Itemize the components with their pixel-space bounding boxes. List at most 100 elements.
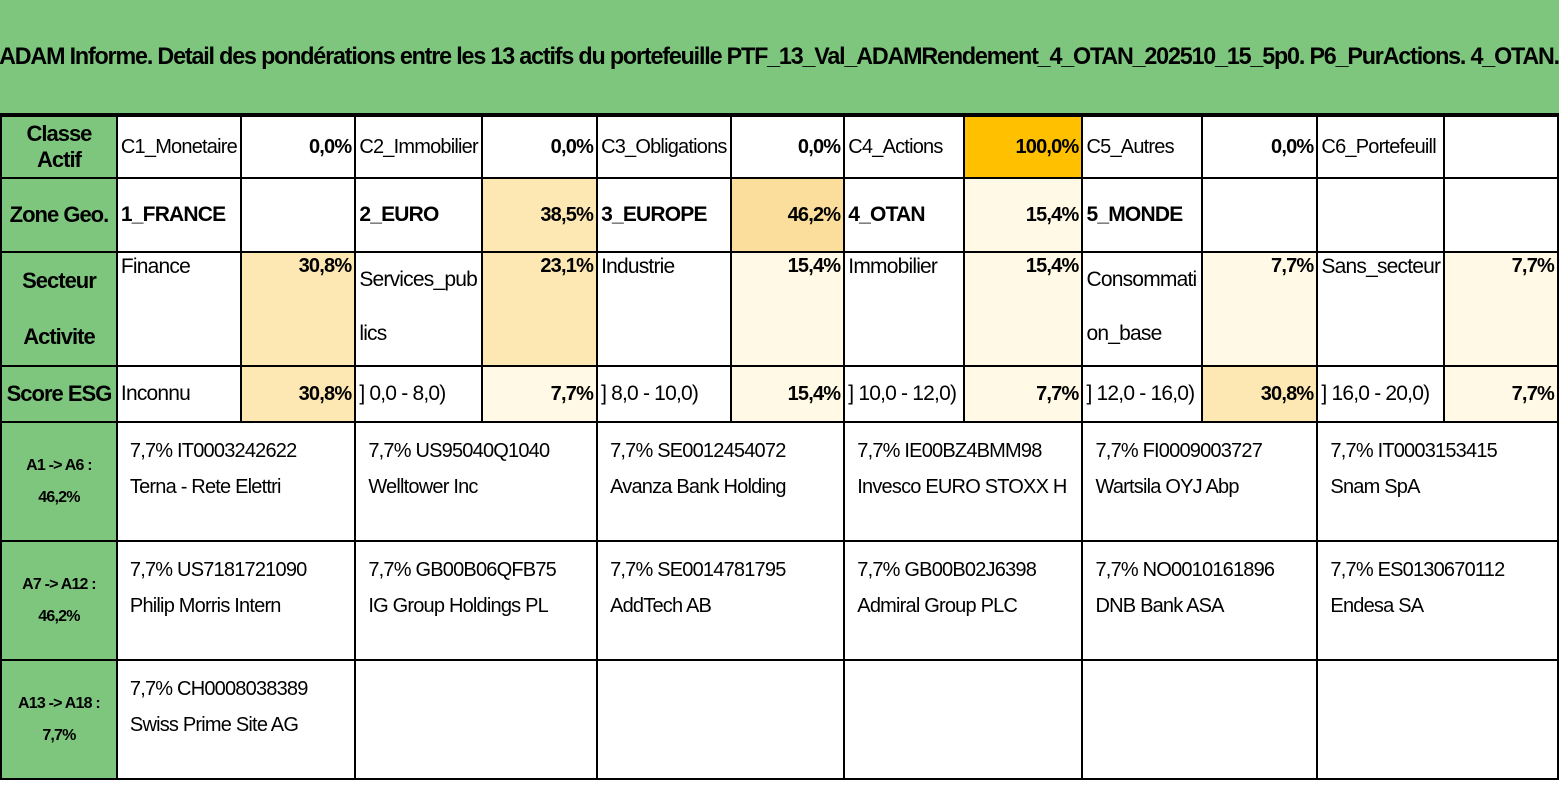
asset-cell: 7,7% NO0010161896 DNB Bank ASA [1081, 540, 1319, 661]
score-esg-row: Score ESG Inconnu 30,8% ] 0,0 - 8,0) 7,7… [0, 365, 1559, 423]
esg-value: 7,7% [962, 365, 1084, 423]
asset-cell: 7,7% GB00B06QFB75 IG Group Holdings PL [354, 540, 599, 661]
secteur-label: Industrie [596, 251, 732, 367]
asset-weight-isin: 7,7% FI0009003727 [1095, 440, 1263, 462]
secteur-value: 7,7% [1201, 251, 1319, 367]
asset-cell-empty [843, 659, 1084, 780]
classe-label: C2_Immobilier [354, 115, 483, 179]
asset-group-weight: 7,7% [42, 726, 76, 744]
zone-geo-row: Zone Geo. 1_FRANCE 2_EURO 38,5% 3_EUROPE… [0, 177, 1559, 253]
asset-name: Philip Morris Intern [129, 595, 282, 617]
asset-name: IG Group Holdings PL [368, 595, 548, 617]
asset-cell: 7,7% US7181721090 Philip Morris Intern [115, 540, 357, 661]
secteur-value: 7,7% [1443, 251, 1559, 367]
asset-cell: 7,7% GB00B02J6398 Admiral Group PLC [843, 540, 1084, 661]
secteur-header-line2: Activite [23, 324, 95, 349]
asset-group-header: A7 -> A12 : 46,2% [0, 540, 118, 661]
secteur-label-line1: Sans_secteur [1321, 255, 1441, 278]
secteur-value: 15,4% [962, 251, 1084, 367]
asset-cell: 7,7% IT0003242622 Terna - Rete Elettri [115, 421, 357, 542]
asset-name: Swiss Prime Site AG [129, 714, 299, 736]
asset-weight-isin: 7,7% ES0130670112 [1330, 559, 1505, 581]
asset-cell: 7,7% SE0012454072 Avanza Bank Holding [596, 421, 846, 542]
asset-weight-isin: 7,7% CH0008038389 [129, 678, 308, 700]
asset-name: AddTech AB [610, 595, 712, 617]
classe-label: C5_Autres [1081, 115, 1204, 179]
classe-value: 0,0% [480, 115, 599, 179]
asset-group-weight: 46,2% [38, 607, 80, 625]
secteur-header: Secteur Activite [0, 251, 118, 367]
asset-group-row: A13 -> A18 : 7,7% 7,7% CH0008038389 Swis… [0, 659, 1559, 780]
zone-value: 46,2% [729, 177, 846, 253]
asset-name: Snam SpA [1330, 476, 1420, 498]
asset-group-range: A1 -> A6 : [26, 456, 92, 474]
esg-value: 30,8% [239, 365, 357, 423]
secteur-label-line1: Immobilier [848, 255, 938, 278]
secteur-label-line2: lics [359, 322, 387, 345]
asset-weight-isin: 7,7% IT0003153415 [1330, 440, 1497, 462]
asset-group-weight: 46,2% [38, 488, 80, 506]
asset-weight-isin: 7,7% US95040Q1040 [368, 440, 550, 462]
classe-value: 0,0% [729, 115, 846, 179]
zone-label [1316, 177, 1446, 253]
asset-weight-isin: 7,7% GB00B06QFB75 [368, 559, 556, 581]
zone-label: 4_OTAN [843, 177, 965, 253]
secteur-value: 15,4% [729, 251, 846, 367]
secteur-label: Finance [115, 251, 242, 367]
asset-group-row: A1 -> A6 : 46,2% 7,7% IT0003242622 Terna… [0, 421, 1559, 542]
asset-cell: 7,7% US95040Q1040 Welltower Inc [354, 421, 599, 542]
asset-name: Endesa SA [1330, 595, 1424, 617]
asset-weight-isin: 7,7% NO0010161896 [1095, 559, 1275, 581]
secteur-label-line1: Finance [120, 255, 191, 278]
asset-cell: 7,7% FI0009003727 Wartsila OYJ Abp [1081, 421, 1319, 542]
secteur-label-line1: Services_pub [359, 268, 477, 291]
classe-value: 0,0% [239, 115, 357, 179]
asset-cell-empty [596, 659, 846, 780]
esg-value: 7,7% [480, 365, 599, 423]
zone-value: 15,4% [962, 177, 1084, 253]
zone-value: 38,5% [480, 177, 599, 253]
classe-label: C1_Monetaire [115, 115, 242, 179]
asset-weight-isin: 7,7% IE00BZ4BMM98 [857, 440, 1042, 462]
classe-actif-row: Classe Actif C1_Monetaire 0,0% C2_Immobi… [0, 115, 1559, 179]
secteur-label: Services_pub lics [354, 251, 483, 367]
asset-cell-empty [354, 659, 599, 780]
secteur-row: Secteur Activite Finance 30,8% Services_… [0, 251, 1559, 367]
esg-value: 30,8% [1201, 365, 1319, 423]
secteur-label-line2: on_base [1086, 322, 1162, 345]
asset-cell: 7,7% SE0014781795 AddTech AB [596, 540, 846, 661]
asset-weight-isin: 7,7% SE0014781795 [610, 559, 786, 581]
asset-name: DNB Bank ASA [1095, 595, 1224, 617]
classe-label: C6_Portefeuill [1316, 115, 1446, 179]
score-esg-header: Score ESG [0, 365, 118, 423]
report-title: ADAM Informe. Detail des pondérations en… [0, 42, 1559, 70]
secteur-label: Immobilier [843, 251, 965, 367]
asset-weight-isin: 7,7% SE0012454072 [610, 440, 786, 462]
zone-label: 5_MONDE [1081, 177, 1204, 253]
asset-weight-isin: 7,7% IT0003242622 [129, 440, 297, 462]
esg-label: ] 8,0 - 10,0) [596, 365, 732, 423]
asset-name: Admiral Group PLC [857, 595, 1018, 617]
asset-weight-isin: 7,7% US7181721090 [129, 559, 307, 581]
zone-value [1201, 177, 1319, 253]
zone-value [1443, 177, 1559, 253]
secteur-label-line1: Consommati [1086, 268, 1197, 291]
asset-cell-empty [1316, 659, 1559, 780]
asset-name: Welltower Inc [368, 476, 478, 498]
asset-name: Invesco EURO STOXX H [857, 476, 1067, 498]
classe-label: C3_Obligations [596, 115, 732, 179]
asset-name: Avanza Bank Holding [610, 476, 786, 498]
zone-label: 3_EUROPE [596, 177, 732, 253]
zone-value [239, 177, 357, 253]
classe-label: C4_Actions [843, 115, 965, 179]
esg-value: 15,4% [729, 365, 846, 423]
secteur-value: 30,8% [239, 251, 357, 367]
esg-label: ] 0,0 - 8,0) [354, 365, 483, 423]
asset-name: Wartsila OYJ Abp [1095, 476, 1239, 498]
asset-name: Terna - Rete Elettri [129, 476, 282, 498]
classe-value: 0,0% [1201, 115, 1319, 179]
esg-label: ] 10,0 - 12,0) [843, 365, 965, 423]
secteur-label: Consommati on_base [1081, 251, 1204, 367]
esg-label: Inconnu [115, 365, 242, 423]
classe-value: 100,0% [962, 115, 1084, 179]
